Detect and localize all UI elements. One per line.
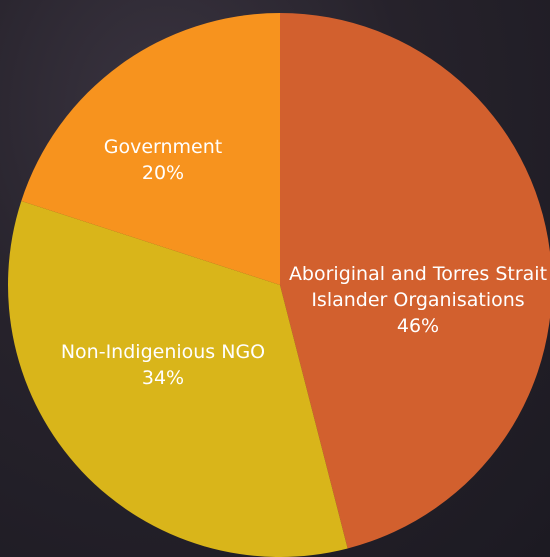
chart: Aboriginal and Torres Strait Islander Or… — [0, 0, 550, 557]
value-label: 34% — [53, 365, 273, 391]
category-label: Government — [63, 134, 263, 160]
value-label: 20% — [63, 160, 263, 186]
slice-label: Aboriginal and Torres Strait Islander Or… — [278, 261, 550, 339]
value-label: 46% — [278, 313, 550, 339]
category-label: Aboriginal and Torres Strait Islander Or… — [278, 261, 550, 313]
category-label: Non-Indigenious NGO — [53, 339, 273, 365]
